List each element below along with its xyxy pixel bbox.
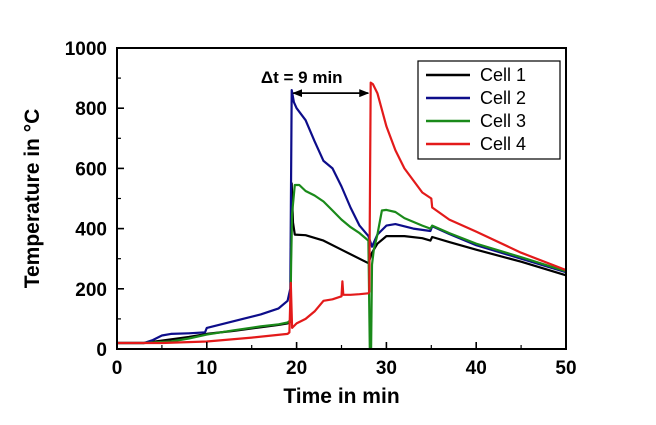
series-line-1 [117, 182, 566, 345]
series-line-4 [117, 81, 566, 345]
delta-t-annotation: Δt = 9 min [261, 68, 370, 98]
x-tick-label: 40 [466, 358, 487, 379]
legend-label-4: Cell 4 [480, 134, 526, 154]
legend: Cell 1 Cell 2 Cell 3 Cell 4 [417, 60, 561, 160]
x-tick-label: 10 [196, 358, 217, 379]
series-line-3 [117, 183, 566, 349]
series-line-2 [117, 89, 566, 345]
y-tick-label: 200 [75, 280, 107, 301]
y-axis-title: Temperature in °C [21, 109, 44, 289]
y-tick-label: 0 [96, 340, 107, 361]
y-tick-label: 1000 [65, 39, 107, 60]
series-layer [117, 81, 566, 349]
delta-t-label: Δt = 9 min [261, 68, 343, 87]
legend-box [417, 60, 561, 160]
x-tick-label: 30 [376, 358, 397, 379]
y-tick-label: 400 [75, 220, 107, 241]
y-tick-label: 600 [75, 159, 107, 180]
legend-label-3: Cell 3 [480, 111, 526, 131]
ticks-layer: 0 10 20 30 40 50 0 200 400 600 800 1000 [65, 39, 577, 379]
legend-label-2: Cell 2 [480, 88, 526, 108]
x-tick-label: 20 [286, 358, 307, 379]
x-tick-label: 50 [555, 358, 576, 379]
y-tick-label: 800 [75, 99, 107, 120]
x-tick-label: 0 [112, 358, 123, 379]
legend-label-1: Cell 1 [480, 65, 526, 85]
x-axis-title: Time in min [283, 385, 399, 408]
